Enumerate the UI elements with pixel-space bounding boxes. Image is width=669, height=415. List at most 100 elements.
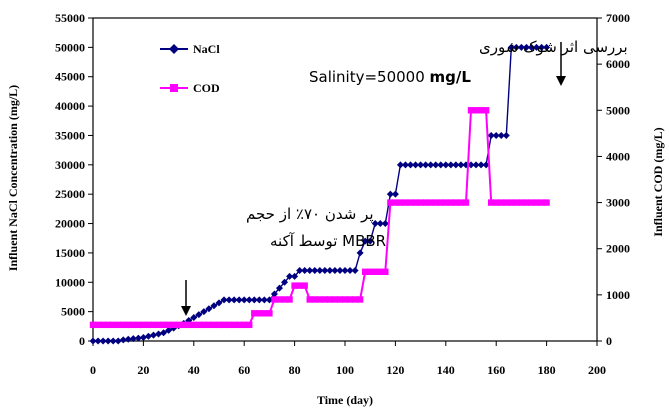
nacl-point bbox=[396, 161, 404, 169]
nacl-point bbox=[517, 43, 525, 51]
cod-point bbox=[230, 321, 238, 329]
annotation-shock-line2-prefix: Salinity=50000 bbox=[309, 68, 430, 86]
cod-point bbox=[503, 199, 510, 206]
nacl-point bbox=[109, 337, 117, 345]
right-y-tick-label: 5000 bbox=[606, 103, 630, 117]
annotation-fill70-line1: پر شدن ۷۰٪ از حجم bbox=[246, 205, 374, 224]
cod-point bbox=[316, 296, 323, 303]
plot-border bbox=[92, 17, 598, 342]
left-y-tick-label: 10000 bbox=[55, 275, 85, 289]
cod-point bbox=[417, 199, 424, 206]
nacl-point bbox=[331, 267, 339, 275]
nacl-point bbox=[155, 330, 163, 338]
cod-point bbox=[331, 296, 339, 303]
cod-point bbox=[341, 296, 349, 303]
annotation-shock-line1: بررسی اثر شوک شوری bbox=[479, 38, 628, 56]
nacl-point bbox=[190, 314, 198, 322]
nacl-point bbox=[412, 161, 420, 169]
nacl-point bbox=[502, 131, 510, 139]
nacl-point bbox=[432, 161, 440, 169]
cod-point bbox=[432, 199, 439, 206]
nacl-point bbox=[356, 249, 364, 257]
nacl-point bbox=[270, 290, 278, 298]
nacl-point bbox=[371, 220, 379, 228]
nacl-point bbox=[376, 220, 384, 228]
cod-point bbox=[89, 321, 97, 329]
cod-point bbox=[185, 321, 192, 329]
nacl-point bbox=[275, 284, 283, 292]
nacl-point bbox=[230, 296, 238, 304]
cod-point bbox=[462, 199, 470, 206]
nacl-point bbox=[407, 161, 415, 169]
nacl-point bbox=[200, 308, 208, 316]
annotation-fill70: پر شدن ۷۰٪ از حجم MBBR توسط آکنه bbox=[181, 205, 386, 316]
left-y-tick-label: 55000 bbox=[55, 11, 85, 25]
nacl-point bbox=[139, 333, 147, 341]
right-y-tick-label: 3000 bbox=[606, 196, 630, 210]
nacl-point bbox=[119, 336, 127, 344]
nacl-point bbox=[94, 337, 102, 345]
cod-point bbox=[336, 296, 344, 303]
x-axis-title: Time (day) bbox=[317, 393, 373, 407]
nacl-point bbox=[255, 296, 263, 304]
cod-point bbox=[180, 321, 187, 329]
x-tick-label: 160 bbox=[487, 363, 505, 377]
left-y-tick-label: 25000 bbox=[55, 187, 85, 201]
cod-point bbox=[518, 199, 525, 206]
x-tick-label: 120 bbox=[386, 363, 404, 377]
cod-point bbox=[276, 296, 283, 303]
cod-point bbox=[356, 296, 364, 303]
cod-point bbox=[513, 199, 520, 206]
left-y-tick-label: 30000 bbox=[55, 158, 85, 172]
cod-point bbox=[467, 107, 475, 114]
nacl-point bbox=[447, 161, 455, 169]
series-cod bbox=[89, 107, 550, 329]
nacl-point bbox=[442, 161, 450, 169]
cod-point bbox=[210, 321, 218, 329]
cod-point bbox=[160, 321, 167, 329]
cod-point bbox=[104, 321, 112, 329]
cod-point bbox=[271, 296, 278, 303]
cod-point bbox=[472, 107, 480, 114]
cod-point bbox=[457, 199, 465, 206]
cod-point bbox=[422, 199, 429, 206]
nacl-point bbox=[401, 161, 409, 169]
x-tick-label: 100 bbox=[336, 363, 354, 377]
cod-point bbox=[361, 268, 369, 275]
nacl-point bbox=[346, 267, 354, 275]
nacl-point bbox=[533, 43, 541, 51]
nacl-point bbox=[538, 43, 546, 51]
nacl-point bbox=[321, 267, 329, 275]
cod-point bbox=[109, 321, 117, 329]
nacl-point bbox=[336, 267, 344, 275]
nacl-point bbox=[134, 334, 142, 342]
cod-point bbox=[372, 268, 379, 275]
nacl-point bbox=[427, 161, 435, 169]
nacl-point bbox=[129, 335, 137, 343]
nacl-point bbox=[291, 272, 299, 280]
cod-point bbox=[427, 199, 434, 206]
cod-point bbox=[477, 107, 485, 114]
nacl-point bbox=[543, 43, 551, 51]
nacl-point bbox=[492, 131, 500, 139]
cod-point bbox=[301, 282, 308, 289]
nacl-point bbox=[286, 272, 294, 280]
left-y-tick-label: 35000 bbox=[55, 128, 85, 142]
nacl-point bbox=[301, 267, 309, 275]
cod-point bbox=[306, 296, 313, 303]
cod-point bbox=[215, 321, 223, 329]
left-y-tick-label: 50000 bbox=[55, 40, 85, 54]
nacl-point bbox=[220, 296, 228, 304]
nacl-point bbox=[149, 331, 157, 339]
nacl-point bbox=[487, 131, 495, 139]
cod-point bbox=[412, 199, 419, 206]
series-nacl bbox=[89, 43, 551, 345]
cod-point bbox=[407, 199, 414, 206]
cod-point bbox=[99, 321, 107, 329]
cod-point bbox=[130, 321, 137, 329]
cod-point bbox=[246, 321, 253, 329]
cod-point bbox=[200, 321, 208, 329]
cod-point bbox=[528, 199, 535, 206]
nacl-point bbox=[306, 267, 314, 275]
